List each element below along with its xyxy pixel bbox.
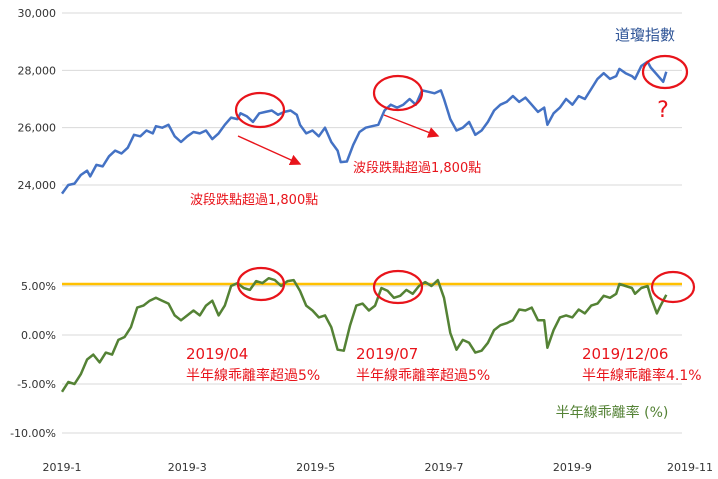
highlight-circle-bias-apr [236,266,286,302]
drop-annotation-2: 波段跌點超過1,800點 [353,160,481,176]
x-tick-label: 2019-5 [296,461,335,474]
dow-panel: 24,000 26,000 28,000 30,000 道瓊指數 [18,7,682,195]
y-tick-label: 0.00% [21,329,56,342]
bias-panel: -10.00% -5.00% 0.00% 5.00% 半年線乖離率 (%) [10,276,682,440]
x-tick-label: 2019-1 [43,461,82,474]
highlight-circles [234,54,696,305]
x-tick-label: 2019-9 [553,461,592,474]
y-tick-label: 30,000 [18,7,57,20]
highlight-circle-bias-jul [372,269,424,305]
bias-gridlines [62,285,682,434]
bias-jul-text: 半年線乖離率超過5% [356,367,490,384]
y-tick-label: -10.00% [10,427,56,440]
question-mark: ? [657,98,669,123]
bias-dec-date: 2019/12/06 [582,345,668,363]
bias-apr-text: 半年線乖離率超過5% [186,367,320,384]
bias-y-tick-labels: -10.00% -5.00% 0.00% 5.00% [10,280,56,440]
x-tick-label: 2019-3 [168,461,207,474]
x-tick-label: 2019-11 [667,461,713,474]
highlight-circle-dow-dec [641,54,689,90]
highlight-circle-bias-dec [650,270,696,304]
dow-series-line [60,60,668,195]
y-tick-label: 5.00% [21,280,56,293]
y-tick-label: 28,000 [18,64,57,77]
x-tick-label: 2019-7 [425,461,464,474]
drop-arrow-1 [237,135,302,166]
bias-apr-date: 2019/04 [186,345,248,363]
drop-annotation-1: 波段跌點超過1,800點 [190,192,318,208]
dow-legend-label: 道瓊指數 [615,26,675,44]
y-tick-label: 24,000 [18,179,57,192]
dow-gridlines [62,12,682,186]
x-tick-labels: 2019-1 2019-3 2019-5 2019-7 2019-9 2019-11 [43,461,713,474]
y-tick-label: 26,000 [18,122,57,135]
dow-y-tick-labels: 24,000 26,000 28,000 30,000 [18,7,57,192]
bias-dec-text: 半年線乖離率4.1% [582,367,702,384]
highlight-circle-dow-jul [372,74,424,112]
bias-series-line [60,276,668,393]
bias-jul-date: 2019/07 [356,345,418,363]
highlight-circle-dow-apr [234,91,286,129]
y-tick-label: -5.00% [17,378,56,391]
drop-arrow-2 [383,114,440,138]
bias-legend-label: 半年線乖離率 (%) [556,404,669,421]
